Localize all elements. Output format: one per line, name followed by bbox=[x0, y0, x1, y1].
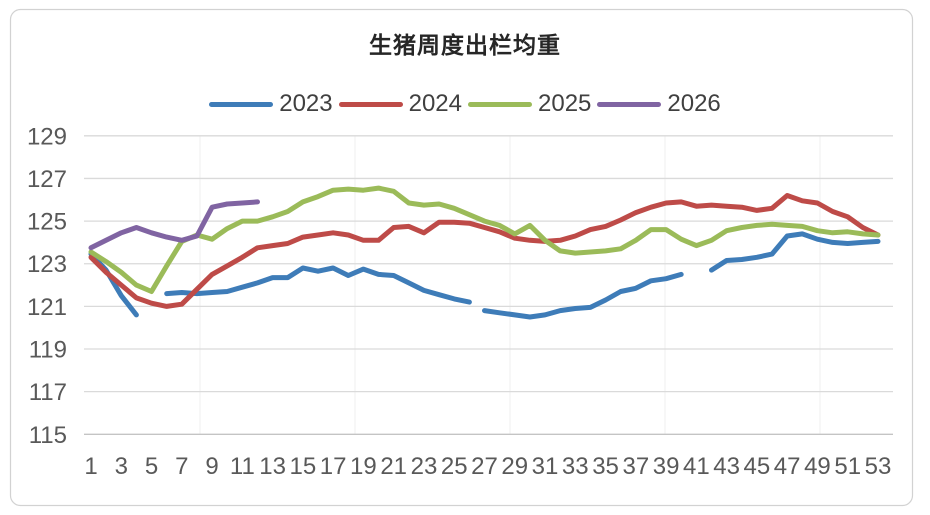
series-line-2023-seg4 bbox=[709, 231, 881, 273]
x-axis-tick-13: 13 bbox=[259, 453, 286, 480]
chart-border bbox=[9, 8, 914, 507]
legend-label-2023: 2023 bbox=[279, 90, 333, 117]
x-axis-tick-35: 35 bbox=[592, 453, 619, 480]
x-axis-tick-19: 19 bbox=[350, 453, 377, 480]
x-axis-tick-15: 15 bbox=[290, 453, 317, 480]
legend-label-2024: 2024 bbox=[408, 90, 462, 117]
y-axis-tick-127: 127 bbox=[27, 166, 67, 193]
legend-line-swatch-2025 bbox=[468, 101, 532, 107]
y-axis-tick-117: 117 bbox=[29, 379, 67, 406]
x-axis-tick-29: 29 bbox=[501, 453, 528, 480]
x-axis-tick-25: 25 bbox=[441, 453, 468, 480]
series-line-2026-seg1 bbox=[88, 199, 260, 251]
legend-label-2026: 2026 bbox=[667, 90, 721, 117]
x-axis-tick-17: 17 bbox=[320, 453, 347, 480]
y-axis-tick-119: 119 bbox=[29, 337, 67, 364]
x-axis-tick-49: 49 bbox=[804, 453, 831, 480]
x-axis-tick-43: 43 bbox=[713, 453, 740, 480]
chart-title: 生猪周度出栏均重 bbox=[369, 32, 561, 58]
x-axis-tick-23: 23 bbox=[411, 453, 438, 480]
legend-line-swatch-2024 bbox=[338, 101, 403, 107]
x-axis-tick-31: 31 bbox=[532, 453, 559, 480]
x-axis-tick-11: 11 bbox=[230, 453, 255, 480]
x-axis-tick-9: 9 bbox=[205, 453, 218, 480]
legend-label-2025: 2025 bbox=[538, 90, 592, 117]
series-line-2023-seg2 bbox=[164, 265, 472, 305]
y-axis-tick-115: 115 bbox=[29, 422, 67, 449]
x-axis-tick-51: 51 bbox=[834, 453, 861, 480]
x-axis-tick-21: 21 bbox=[380, 453, 407, 480]
x-axis-tick-45: 45 bbox=[744, 453, 771, 480]
legend-item-2026: 2026 bbox=[597, 90, 721, 117]
x-axis-tick-37: 37 bbox=[622, 453, 649, 480]
legend-item-2023: 2023 bbox=[209, 90, 333, 117]
series-line-2025-seg1 bbox=[88, 185, 881, 294]
legend-item-2025: 2025 bbox=[468, 92, 591, 116]
legend-line-swatch-2023 bbox=[209, 101, 274, 107]
legend-item-2024: 2024 bbox=[338, 90, 462, 117]
x-axis-tick-7: 7 bbox=[175, 453, 188, 480]
legend-line-swatch-2026 bbox=[597, 101, 662, 107]
series-line-2024-seg1 bbox=[88, 193, 881, 309]
chart-legend: 2023 2024 2025 2026 bbox=[0, 86, 930, 122]
x-axis-tick-5: 5 bbox=[145, 453, 158, 480]
x-axis-tick-41: 41 bbox=[683, 453, 710, 480]
y-axis-tick-125: 125 bbox=[27, 209, 67, 236]
x-axis-tick-27: 27 bbox=[471, 453, 498, 480]
x-axis-tick-3: 3 bbox=[115, 453, 128, 480]
x-axis-tick-53: 53 bbox=[865, 453, 892, 480]
x-axis-tick-33: 33 bbox=[562, 453, 589, 480]
y-axis-tick-123: 123 bbox=[27, 251, 67, 278]
y-axis-tick-129: 129 bbox=[27, 123, 67, 150]
x-axis-tick-1: 1 bbox=[84, 453, 97, 480]
y-axis-tick-121: 121 bbox=[27, 294, 67, 321]
x-axis-tick-39: 39 bbox=[653, 453, 680, 480]
series-line-2023-seg3 bbox=[482, 271, 684, 320]
x-axis-tick-47: 47 bbox=[774, 453, 801, 480]
